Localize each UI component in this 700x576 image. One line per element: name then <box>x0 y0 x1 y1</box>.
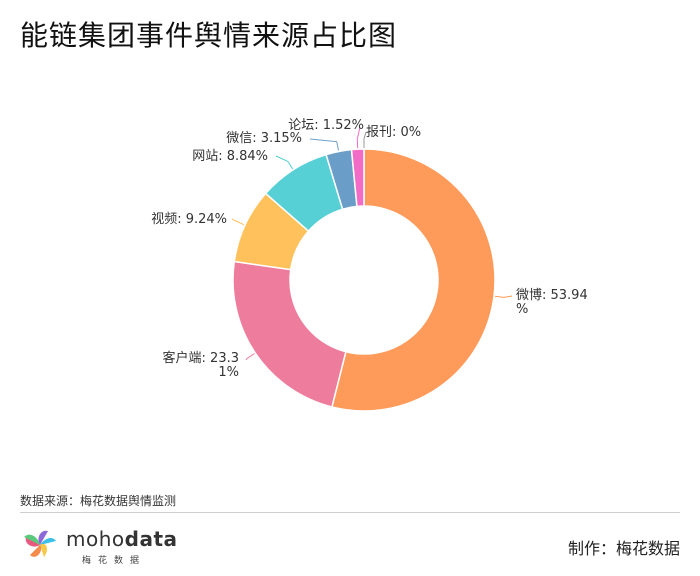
leader-line-视频 <box>231 218 245 226</box>
leader-line-网站 <box>275 155 294 170</box>
donut-slices <box>232 148 496 412</box>
leader-line-微信 <box>309 138 339 151</box>
leader-line-报刊 <box>363 131 367 148</box>
leader-line-论坛 <box>356 126 361 149</box>
donut-chart: 微博: 53.94 % 客户端: 23.3 1% 视频: 9.24% 网站: 8.84% 微… <box>151 118 588 412</box>
slice-客户端 <box>232 260 347 408</box>
slice-labels: 微博: 53.94 % 客户端: 23.3 1% 视频: 9.24% 网站: 8.84% 微… <box>151 118 588 380</box>
footer-divider <box>20 512 680 513</box>
slice-label-微博: 微博: 53.94% <box>516 288 588 317</box>
slice-label-论坛: 论坛: 1.52% <box>288 118 364 133</box>
slice-微博 <box>330 148 496 412</box>
label-leader-lines <box>231 126 513 361</box>
chart-title: 能链集团事件舆情来源占比图 <box>20 19 398 52</box>
slice-label-网站: 网站: 8.84% <box>192 149 268 164</box>
leader-line-客户端 <box>245 353 255 361</box>
brand-logo: mohodata 梅花数据 <box>20 525 180 569</box>
slice-label-客户端: 客户端: 23.3 1% <box>163 350 239 380</box>
brand-subtitle: 梅花数据 <box>82 556 147 566</box>
slice-label-报刊: 报刊: 0% <box>366 125 421 140</box>
maker-credit: 制作：梅花数据 <box>567 539 680 558</box>
leader-line-微博 <box>494 295 513 298</box>
slice-论坛 <box>350 148 365 208</box>
brand-wordmark: mohodata <box>66 527 178 551</box>
slice-label-视频: 视频: 9.24% <box>151 212 227 227</box>
slice-label-微信: 微信: 3.15% <box>226 131 302 146</box>
pinwheel-logo-icon <box>24 530 56 557</box>
data-source-note: 数据来源：梅花数据舆情监测 <box>20 494 177 508</box>
